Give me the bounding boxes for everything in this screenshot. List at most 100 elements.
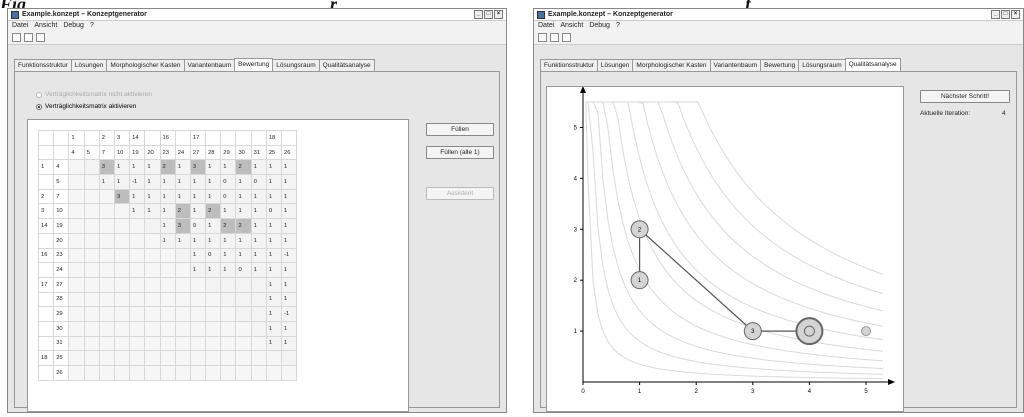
- matrix-cell[interactable]: [83, 159, 100, 176]
- matrix-cell[interactable]: -1: [129, 174, 146, 190]
- assistant-button[interactable]: Assistent: [426, 187, 494, 200]
- matrix-cell[interactable]: [98, 350, 115, 366]
- tab-loesungen[interactable]: Lösungen: [596, 59, 634, 71]
- matrix-cell[interactable]: [189, 335, 207, 352]
- matrix-cell[interactable]: [159, 306, 176, 322]
- matrix-cell[interactable]: 1: [205, 188, 222, 205]
- matrix-cell[interactable]: 1: [265, 247, 283, 264]
- matrix-cell[interactable]: [235, 335, 252, 352]
- matrix-cell[interactable]: [98, 276, 115, 293]
- matrix-cell[interactable]: [235, 365, 252, 381]
- tab-bewertung[interactable]: Bewertung: [760, 59, 800, 71]
- matrix-cell[interactable]: 1: [159, 232, 176, 249]
- matrix-cell[interactable]: [98, 188, 115, 205]
- matrix-cell[interactable]: [68, 320, 85, 337]
- maximize-icon[interactable]: □: [1001, 10, 1010, 19]
- matrix-cell[interactable]: [159, 320, 176, 337]
- matrix-cell[interactable]: 1: [265, 174, 283, 190]
- matrix-cell[interactable]: [144, 320, 161, 337]
- matrix-cell[interactable]: [113, 335, 131, 352]
- menu-help[interactable]: ?: [89, 22, 94, 29]
- matrix-cell[interactable]: [113, 291, 131, 308]
- tab-loesungsraum[interactable]: Lösungsraum: [272, 59, 320, 71]
- matrix-cell[interactable]: [113, 350, 131, 366]
- matrix-cell[interactable]: 1: [189, 203, 207, 220]
- matrix-cell[interactable]: 1: [159, 203, 176, 220]
- matrix-cell[interactable]: 1: [235, 247, 252, 264]
- matrix-cell[interactable]: 0: [205, 247, 222, 264]
- tab-morphologischer-kasten[interactable]: Morphologischer Kasten: [632, 59, 711, 71]
- save-file-icon[interactable]: [36, 33, 45, 42]
- matrix-cell[interactable]: [129, 365, 146, 381]
- matrix-cell[interactable]: [220, 320, 237, 337]
- matrix-cell[interactable]: [174, 276, 191, 293]
- tab-morphologischer-kasten[interactable]: Morphologischer Kasten: [106, 59, 185, 71]
- matrix-cell[interactable]: [129, 276, 146, 293]
- matrix-cell[interactable]: [220, 350, 237, 366]
- matrix-cell[interactable]: 1: [250, 159, 267, 176]
- matrix-cell[interactable]: [113, 320, 131, 337]
- matrix-cell[interactable]: 1: [250, 262, 267, 278]
- new-file-icon[interactable]: [12, 33, 21, 42]
- matrix-cell[interactable]: [174, 291, 191, 308]
- matrix-cell[interactable]: [98, 320, 115, 337]
- matrix-cell[interactable]: 2: [220, 218, 237, 234]
- menu-datei[interactable]: Datei: [12, 22, 29, 29]
- matrix-cell[interactable]: 1: [174, 159, 191, 176]
- matrix-cell[interactable]: 3: [174, 218, 191, 234]
- matrix-cell[interactable]: 1: [265, 188, 283, 205]
- radio-off-dot[interactable]: [36, 91, 42, 98]
- matrix-cell[interactable]: [113, 203, 131, 220]
- matrix-cell[interactable]: [83, 218, 100, 234]
- matrix-cell[interactable]: [189, 291, 207, 308]
- matrix-cell[interactable]: 1: [159, 174, 176, 190]
- matrix-cell[interactable]: 0: [220, 174, 237, 190]
- matrix-cell[interactable]: [174, 350, 191, 366]
- matrix-cell[interactable]: [68, 203, 85, 220]
- matrix-cell[interactable]: 0: [265, 203, 283, 220]
- matrix-cell[interactable]: 1: [144, 174, 161, 190]
- menu-ansicht[interactable]: Ansicht: [560, 22, 584, 29]
- matrix-cell[interactable]: [220, 365, 237, 381]
- matrix-cell[interactable]: [220, 335, 237, 352]
- matrix-cell[interactable]: 1: [265, 291, 283, 308]
- matrix-cell[interactable]: 1: [144, 203, 161, 220]
- matrix-cell[interactable]: [250, 291, 267, 308]
- matrix-cell[interactable]: [159, 276, 176, 293]
- matrix-cell[interactable]: [280, 365, 298, 381]
- matrix-cell[interactable]: [144, 306, 161, 322]
- matrix-cell[interactable]: [144, 218, 161, 234]
- matrix-cell[interactable]: [68, 276, 85, 293]
- matrix-cell[interactable]: -1: [280, 247, 298, 264]
- matrix-cell[interactable]: [113, 247, 131, 264]
- matrix-cell[interactable]: [113, 262, 131, 278]
- tab-variantenbaum[interactable]: Variantenbaum: [709, 59, 762, 71]
- matrix-cell[interactable]: [159, 350, 176, 366]
- matrix-cell[interactable]: 1: [174, 188, 191, 205]
- matrix-cell[interactable]: [159, 365, 176, 381]
- matrix-cell[interactable]: [159, 262, 176, 278]
- minimize-icon[interactable]: _: [991, 10, 1000, 19]
- fill-all-button[interactable]: Füllen (alle 1): [426, 146, 494, 159]
- radio-matrix-on[interactable]: Verträglichkeitsmatrix aktivieren: [36, 103, 136, 110]
- matrix-cell[interactable]: 1: [144, 159, 161, 176]
- matrix-cell[interactable]: 1: [250, 218, 267, 234]
- matrix-cell[interactable]: 3: [113, 188, 131, 205]
- matrix-cell[interactable]: [83, 291, 100, 308]
- matrix-cell[interactable]: [129, 350, 146, 366]
- matrix-cell[interactable]: 1: [189, 188, 207, 205]
- matrix-cell[interactable]: [113, 276, 131, 293]
- matrix-cell[interactable]: 1: [113, 159, 131, 176]
- tab-variantenbaum[interactable]: Variantenbaum: [183, 59, 236, 71]
- matrix-cell[interactable]: [144, 350, 161, 366]
- matrix-cell[interactable]: [265, 350, 283, 366]
- matrix-cell[interactable]: [68, 188, 85, 205]
- matrix-cell[interactable]: 1: [235, 203, 252, 220]
- matrix-cell[interactable]: 1: [280, 291, 298, 308]
- matrix-cell[interactable]: 1: [265, 276, 283, 293]
- matrix-cell[interactable]: 1: [265, 218, 283, 234]
- matrix-cell[interactable]: 1: [280, 203, 298, 220]
- tab-funktionsstruktur[interactable]: Funktionsstruktur: [14, 59, 72, 71]
- matrix-cell[interactable]: [205, 306, 222, 322]
- matrix-cell[interactable]: [174, 247, 191, 264]
